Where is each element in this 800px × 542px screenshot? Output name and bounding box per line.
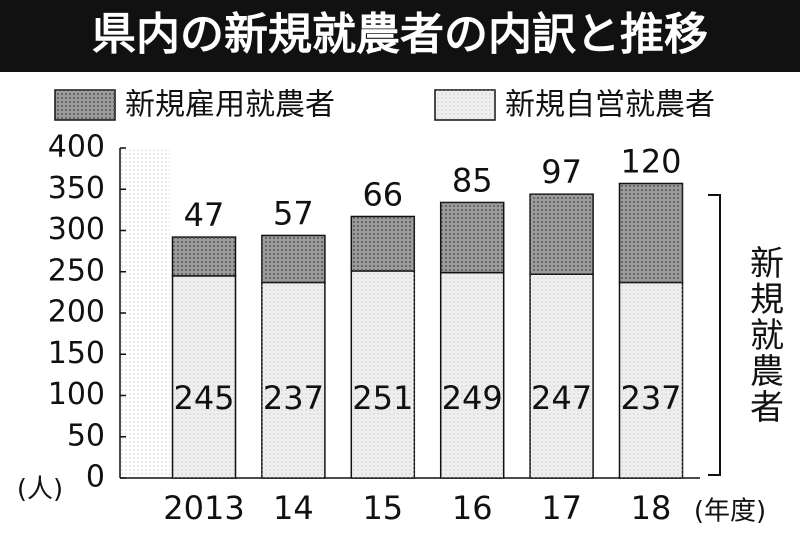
y-tick-label: 0 bbox=[86, 460, 105, 495]
legend-label: 新規雇用就農者 bbox=[125, 88, 335, 123]
value-label: 245 bbox=[173, 379, 234, 417]
x-tick-label: 15 bbox=[362, 489, 403, 527]
x-unit: (年度) bbox=[694, 497, 766, 527]
y-tick-label: 150 bbox=[48, 336, 105, 371]
legend-label: 新規自営就農者 bbox=[505, 88, 715, 123]
x-tick-label: 16 bbox=[452, 489, 493, 527]
value-label: 249 bbox=[442, 379, 503, 417]
value-label: 66 bbox=[362, 175, 403, 213]
y-tick-label: 50 bbox=[67, 418, 105, 453]
x-tick-label: 18 bbox=[631, 489, 672, 527]
bar-pattern bbox=[351, 216, 415, 271]
legend-swatch-pattern bbox=[435, 90, 495, 120]
bar-pattern bbox=[172, 275, 236, 478]
value-label: 57 bbox=[273, 194, 314, 232]
bar-pattern bbox=[619, 282, 683, 478]
value-label: 247 bbox=[531, 379, 592, 417]
value-label: 237 bbox=[620, 379, 681, 417]
value-label: 120 bbox=[620, 142, 681, 180]
value-label: 47 bbox=[184, 196, 225, 234]
y-tick-label: 400 bbox=[48, 130, 105, 165]
value-label: 237 bbox=[263, 379, 324, 417]
bar-pattern bbox=[261, 235, 325, 283]
x-tick-label: 17 bbox=[541, 489, 582, 527]
bar-pattern bbox=[440, 272, 504, 478]
y-tick-label: 300 bbox=[48, 212, 105, 247]
bar-pattern bbox=[530, 274, 594, 478]
bracket-label: 新規就農者 bbox=[744, 245, 784, 425]
y-tick-label: 200 bbox=[48, 295, 105, 330]
legend-swatch-pattern bbox=[55, 90, 115, 120]
value-label: 85 bbox=[452, 161, 493, 199]
value-label: 251 bbox=[352, 379, 413, 417]
chart-title: 県内の新規就農者の内訳と推移 bbox=[92, 9, 708, 60]
bar-pattern bbox=[351, 270, 415, 478]
y-tick-label: 350 bbox=[48, 171, 105, 206]
bar-pattern bbox=[530, 194, 594, 275]
x-tick-label: 14 bbox=[273, 489, 314, 527]
x-tick-label: 2013 bbox=[163, 489, 244, 527]
bracket bbox=[708, 194, 721, 476]
bar-pattern bbox=[261, 282, 325, 478]
bar-pattern bbox=[172, 237, 236, 276]
y-tick-label: 100 bbox=[48, 377, 105, 412]
bar-pattern bbox=[619, 183, 683, 283]
title-band bbox=[0, 0, 800, 72]
y-unit: (人) bbox=[17, 475, 63, 505]
y-tick-label: 250 bbox=[48, 253, 105, 288]
value-label: 97 bbox=[541, 153, 582, 191]
plot-shade bbox=[120, 148, 170, 478]
bar-pattern bbox=[440, 202, 504, 273]
